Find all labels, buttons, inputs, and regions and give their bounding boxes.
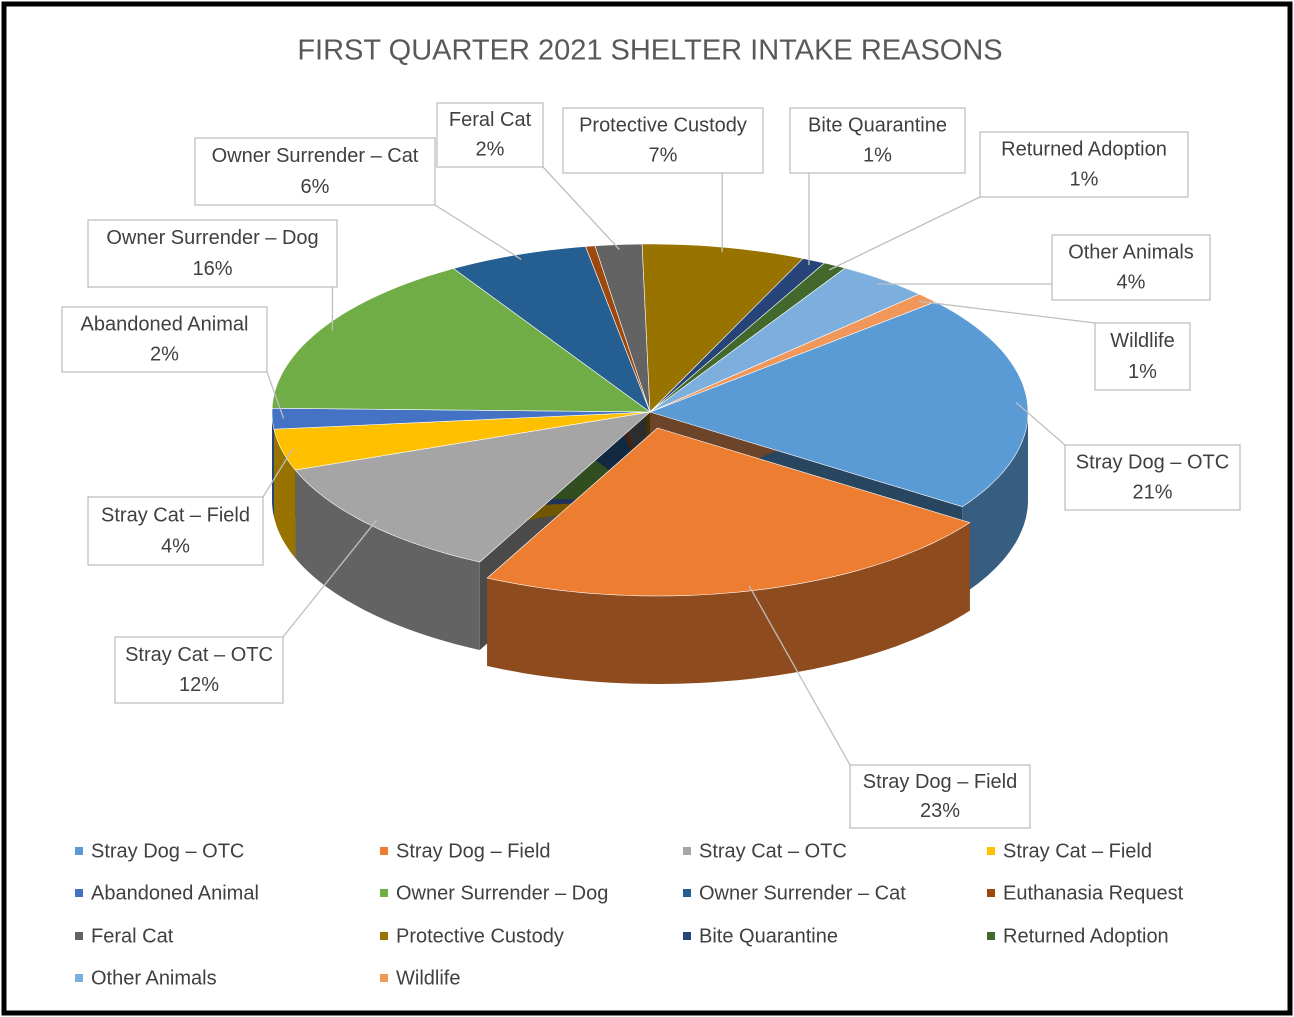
legend-swatch (75, 889, 83, 897)
slice-side (295, 470, 480, 650)
chart-title: FIRST QUARTER 2021 SHELTER INTAKE REASON… (297, 35, 1002, 67)
slice (294, 411, 651, 563)
leader-line (282, 520, 377, 638)
legend-label: Abandoned Animal (91, 882, 259, 904)
slice (452, 246, 651, 413)
legend-swatch (75, 932, 83, 940)
data-label: 16% (192, 258, 232, 280)
label-box (1064, 444, 1241, 511)
label-category: Feral Cat (449, 109, 532, 131)
slice-side (962, 412, 1028, 595)
legend-label: Stray Dog – OTC (91, 840, 244, 862)
leader-line (542, 166, 620, 251)
label-box (1051, 234, 1211, 301)
legend-label: Euthanasia Request (1003, 882, 1184, 904)
data-label: 2% (150, 343, 179, 365)
data-label: 6% (301, 176, 330, 198)
label-category: Protective Custody (579, 114, 747, 136)
slice-side (272, 412, 274, 518)
label-category: Owner Surrender – Cat (212, 145, 419, 167)
legend-swatch (683, 847, 691, 855)
slice (271, 407, 651, 430)
data-label: 1% (863, 144, 892, 166)
legend-swatch (987, 889, 995, 897)
slice (594, 243, 651, 413)
legend-swatch (75, 974, 83, 982)
leader-line (266, 371, 285, 419)
legend-swatch (380, 847, 388, 855)
legend-label: Other Animals (91, 967, 217, 989)
legend-label: Protective Custody (396, 925, 564, 947)
legend-label: Owner Surrender – Dog (396, 882, 608, 904)
data-label: 23% (920, 800, 960, 822)
data-label: 12% (179, 674, 219, 696)
label-box (849, 764, 1031, 829)
label-category: Stray Dog – Field (863, 771, 1018, 793)
legend-label: Owner Surrender – Cat (699, 882, 906, 904)
label-box (789, 107, 966, 174)
legend-swatch (987, 847, 995, 855)
label-box (194, 137, 436, 206)
slice (649, 267, 920, 413)
label-box (562, 107, 764, 174)
data-label: 4% (161, 536, 190, 558)
label-category: Stray Cat – OTC (125, 644, 273, 666)
legend-swatch (380, 932, 388, 940)
data-label: 21% (1132, 481, 1172, 503)
legend-label: Bite Quarantine (699, 925, 838, 947)
legend-label: Returned Adoption (1003, 925, 1169, 947)
slice (649, 293, 937, 413)
label-box (61, 306, 268, 373)
slice (271, 268, 651, 413)
slice (641, 243, 804, 413)
slice-side (274, 429, 296, 558)
label-category: Abandoned Animal (81, 313, 249, 335)
data-label: 1% (1128, 361, 1157, 383)
legend-swatch (380, 889, 388, 897)
legend-swatch (75, 847, 83, 855)
leader-line (262, 448, 294, 498)
legend-label: Stray Cat – OTC (699, 840, 847, 862)
leader-line (829, 196, 981, 271)
label-category: Returned Adoption (1001, 138, 1167, 160)
slice (649, 301, 1029, 508)
data-label: 7% (649, 144, 678, 166)
label-box (87, 219, 338, 288)
legend-label: Stray Dog – Field (396, 840, 551, 862)
legend-swatch (683, 889, 691, 897)
legend-label: Stray Cat – Field (1003, 840, 1152, 862)
label-box (114, 636, 284, 704)
label-category: Stray Cat – Field (101, 504, 250, 526)
legend-label: Feral Cat (91, 925, 174, 947)
label-category: Wildlife (1110, 330, 1174, 352)
leader-line (434, 204, 522, 260)
leader-line (918, 300, 1096, 324)
legend-swatch (683, 932, 691, 940)
slice (273, 411, 651, 471)
label-box (1094, 322, 1191, 391)
legend-swatch (380, 974, 388, 982)
label-category: Bite Quarantine (808, 114, 947, 136)
label-box (87, 496, 264, 566)
legend-swatch (987, 932, 995, 940)
label-category: Other Animals (1068, 241, 1194, 263)
data-label: 1% (1070, 168, 1099, 190)
slice-side (487, 522, 970, 684)
label-box (436, 102, 544, 168)
leader-line (748, 585, 851, 766)
data-label: 2% (476, 139, 505, 161)
label-category: Owner Surrender – Dog (106, 227, 318, 249)
label-category: Stray Dog – OTC (1076, 451, 1229, 473)
legend-label: Wildlife (396, 967, 460, 989)
data-label: 4% (1117, 271, 1146, 293)
leader-line (1015, 401, 1066, 446)
label-box (979, 131, 1189, 198)
